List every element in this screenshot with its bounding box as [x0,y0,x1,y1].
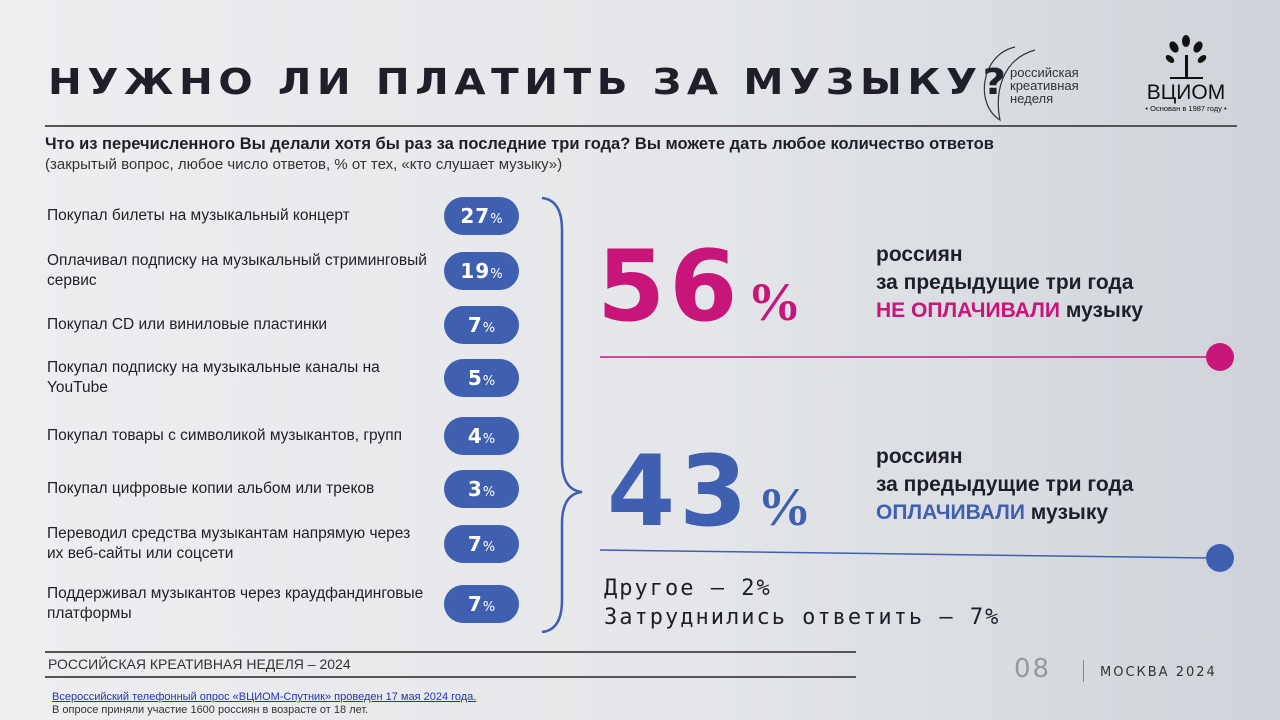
item-value: 7 [467,532,483,556]
item-value: 19 [460,259,491,283]
item-label: Покупал CD или виниловые пластинки [47,316,328,333]
title: НУЖНО ЛИ ПЛАТИТЬ ЗА МУЗЫКУ? [48,62,1012,103]
item-pill: 27% [444,197,519,235]
item-unit: % [482,600,496,615]
item-label: Покупал товары с символикой музыкантов, … [47,427,402,444]
item-value: 7 [467,592,483,616]
item-label: Поддерживал музыкантов через краудфандин… [47,585,424,622]
stat-text: россиян за предыдущие три года ОПЛАЧИВАЛИ … [876,443,1133,527]
footer-rule [45,676,856,678]
item-value: 4 [467,424,483,448]
other-answer: Другое – 2% [604,576,772,601]
footer-separator [1083,660,1084,682]
item-label: Оплачивал подписку на музыкальный стрими… [47,252,427,289]
stat-value: 43 [607,435,752,549]
item-value: 3 [467,477,483,501]
stat-number: 56% [597,238,801,336]
header-rule [45,125,1237,127]
stat-text: россиян за предыдущие три года НЕ ОПЛАЧИВА… [876,241,1143,325]
logo-tagline: • Основан в 1987 году • [1145,104,1227,113]
partner-logo: неделя [1010,91,1053,106]
stat-line: НЕ ОПЛАЧИВАЛИ музыку [876,297,1143,325]
item-value: 27 [460,204,491,228]
stat-highlight: НЕ ОПЛАЧИВАЛИ [876,299,1060,322]
stat-line: россиян [876,445,963,468]
item-label: Покупал цифровые копии альбом или треков [47,480,375,497]
page-number: 08 [1014,654,1052,684]
item-pill: 3% [444,470,519,508]
item-label: Покупал подписку на музыкальные каналы н… [47,359,380,396]
item-unit: % [490,267,503,282]
source-link[interactable]: Всероссийский телефонный опрос «ВЦИОМ-Сп… [52,691,477,703]
stat-highlight: ОПЛАЧИВАЛИ [876,501,1025,524]
item-unit: % [482,374,496,389]
sample-note: В опросе приняли участие 1600 россиян в … [52,704,369,716]
stat-value: 56 [597,230,742,344]
item-pill: 5% [444,359,519,397]
stat-number: 43% [607,443,811,541]
item-unit: % [482,432,496,447]
stat-line: россиян [876,243,963,266]
brace [541,196,583,634]
item-label: Переводил средства музыкантам напрямую ч… [47,525,411,562]
footer-rule [45,651,856,653]
dividers [599,343,1234,572]
stat-unit: % [757,477,812,537]
question: Что из перечисленного Вы делали хотя бы … [45,135,994,153]
logo-tree [1165,35,1207,79]
stat-tail: музыку [1065,299,1144,322]
item-unit: % [482,321,496,336]
item-pill: 19% [444,252,519,290]
footer-event: РОССИЙСКАЯ КРЕАТИВНАЯ НЕДЕЛЯ – 2024 [48,656,351,672]
question-note: (закрытый вопрос, любое число ответов, %… [45,156,563,173]
stat-line: за предыдущие три года [876,473,1134,496]
item-value: 7 [467,313,483,337]
other-answer: Затруднились ответить – 7% [604,605,1001,630]
logo-arc [983,46,1036,122]
item-pill: 4% [444,417,519,455]
item-label: Покупал билеты на музыкальный концерт [47,207,350,224]
item-pill: 7% [444,306,519,344]
item-unit: % [490,212,503,227]
item-pill: 7% [444,525,519,563]
item-unit: % [482,540,496,555]
partner-logo: российская [1010,65,1079,80]
item-value: 5 [467,366,483,390]
stat-line: за предыдущие три года [876,271,1134,294]
footer-city: МОСКВА 2024 [1100,665,1217,680]
logos: российская креативная неделя ВЦИОМ • Осн… [983,35,1227,122]
item-pill: 7% [444,585,519,623]
item-unit: % [482,485,496,500]
partner-logo: креативная [1010,78,1079,93]
stat-unit: % [747,272,802,332]
stat-line: ОПЛАЧИВАЛИ музыку [876,499,1133,527]
logo: ВЦИОМ [1147,81,1225,104]
stat-tail: музыку [1030,501,1109,524]
